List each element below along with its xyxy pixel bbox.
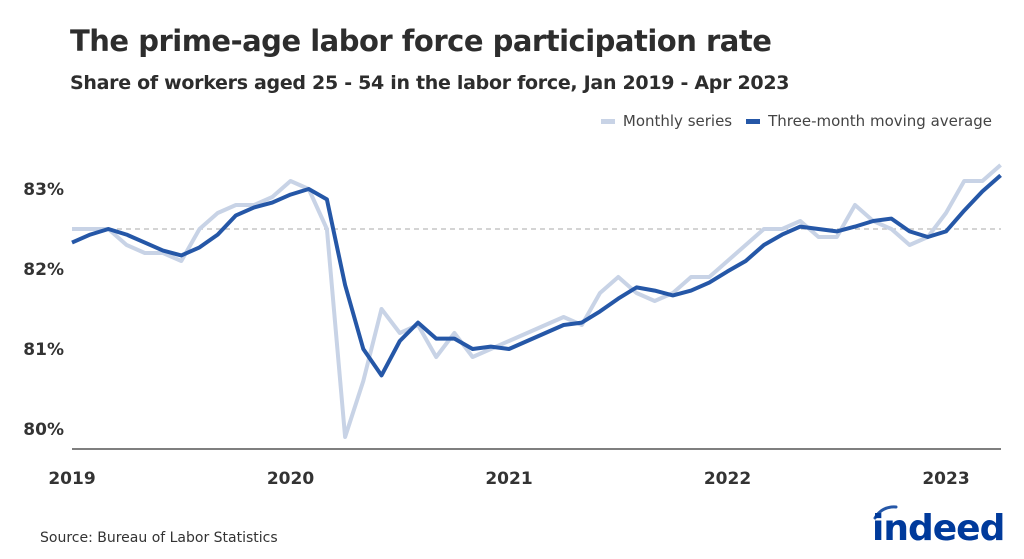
x-tick-label: 2022 [704,469,751,489]
legend: Monthly series Three-month moving averag… [600,112,992,130]
y-tick-label: 83% [23,180,64,200]
y-tick-label: 80% [23,420,64,440]
y-tick-label: 82% [23,260,64,280]
legend-label-moving-average: Three-month moving average [768,112,992,130]
moving-average-line [71,173,1002,378]
legend-label-monthly: Monthly series [622,112,733,130]
y-tick-label: 81% [23,340,64,360]
legend-swatch-monthly [600,118,615,124]
indeed-logo: indeed [872,502,1012,552]
source-note: Source: Bureau of Labor Statistics [40,530,278,546]
x-tick-label: 2019 [48,469,95,489]
x-tick-label: 2021 [485,469,532,489]
svg-text:indeed: indeed [872,508,1004,548]
x-tick-label: 2023 [922,469,969,489]
monthly-series-line [72,163,1002,439]
chart-subtitle: Share of workers aged 25 - 54 in the lab… [70,72,790,94]
legend-swatch-moving-average [746,118,761,124]
x-tick-label: 2020 [267,469,314,489]
chart-title: The prime-age labor force participation … [70,24,772,58]
